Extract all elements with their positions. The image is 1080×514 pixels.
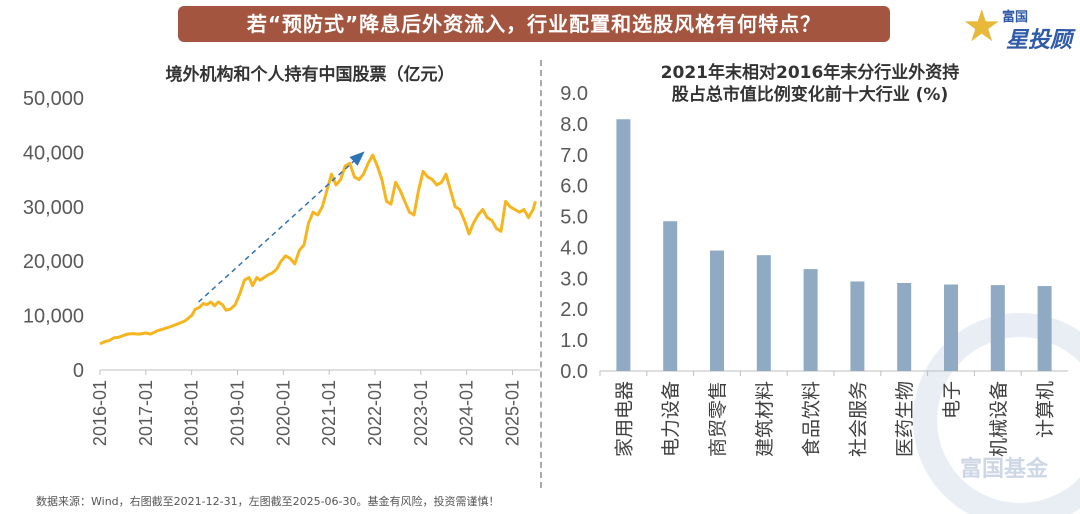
y-tick-label: 7.0 <box>560 145 588 167</box>
y-tick-label: 50,000 <box>23 88 84 110</box>
category-label: 建筑材料 <box>754 381 776 457</box>
source-note: 数据来源：Wind，右图截至2021-12-31，左图截至2025-06-30。… <box>36 495 500 508</box>
bar <box>710 250 724 371</box>
category-label: 商贸零售 <box>707 381 729 457</box>
x-tick-label: 2024-01 <box>457 380 477 446</box>
bar <box>663 221 678 371</box>
bar-chart-title-line-1: 2021年末相对2016年末分行业外资持 <box>660 63 960 83</box>
y-tick-label: 30,000 <box>23 197 84 219</box>
category-label: 食品饮料 <box>801 381 823 457</box>
category-label: 电力设备 <box>660 381 682 457</box>
x-tick-label: 2023-01 <box>411 380 431 446</box>
bar <box>616 119 631 371</box>
line-chart-title: 境外机构和个人持有中国股票（亿元） <box>165 65 455 85</box>
y-tick-label: 8.0 <box>560 114 588 136</box>
x-tick-label: 2020-01 <box>273 380 293 446</box>
y-tick-label: 1.0 <box>560 330 588 352</box>
y-tick-label: 2.0 <box>560 299 588 321</box>
x-tick-label: 2018-01 <box>182 380 202 446</box>
x-tick-label: 2022-01 <box>365 380 385 446</box>
bar-chart-title-line-2: 股占总市值比例变化前十大行业 (%) <box>671 85 949 105</box>
bar <box>803 269 818 371</box>
chart-divider <box>540 60 542 488</box>
category-label: 家用电器 <box>613 381 635 457</box>
x-tick-label: 2019-01 <box>228 380 248 446</box>
bar-chart-title: 2021年末相对2016年末分行业外资持 股占总市值比例变化前十大行业 (%) <box>590 62 1030 106</box>
y-tick-label: 4.0 <box>560 237 588 259</box>
category-label: 电子 <box>941 381 963 419</box>
watermark-text: 富国基金 <box>960 456 1049 482</box>
header-banner: 若“预防式”降息后外资流入，行业配置和选股风格有何特点？ <box>178 6 890 42</box>
bar <box>850 281 865 371</box>
y-tick-label: 6.0 <box>560 176 588 198</box>
bar <box>944 284 958 371</box>
category-label: 医药生物 <box>894 381 916 457</box>
x-tick-label: 2017-01 <box>136 380 156 446</box>
category-label: 社会服务 <box>847 381 869 457</box>
series-line <box>99 153 537 346</box>
y-tick-label: 20,000 <box>23 251 84 273</box>
y-tick-label: 40,000 <box>23 142 84 164</box>
bar <box>990 285 1005 371</box>
bar <box>897 282 912 371</box>
x-tick-label: 2021-01 <box>319 380 339 446</box>
category-label: 计算机 <box>1035 381 1057 438</box>
bar <box>1037 286 1052 371</box>
trend-arrow <box>198 151 365 303</box>
line-chart: 0 10,000 20,000 30,000 40,000 50,000 2016-01 20… <box>23 88 540 446</box>
star-icon: ★ <box>962 1 1002 52</box>
y-tick-label: 3.0 <box>560 268 588 290</box>
y-tick-label: 9.0 <box>560 83 588 105</box>
y-tick-label: 5.0 <box>560 207 588 229</box>
brand-logo: ★ 富国 星投顾 <box>962 1 1074 54</box>
y-tick-label: 0 <box>73 360 84 382</box>
x-tick-label: 2016-01 <box>90 380 110 446</box>
logo-top-text: 富国 <box>1002 10 1029 25</box>
y-tick-label: 0.0 <box>560 361 588 383</box>
bar-chart: 0.0 1.0 2.0 3.0 4.0 5.0 6.0 7.0 8.0 9.0 家用电器 电力设备 商贸… <box>560 83 1068 457</box>
y-tick-label: 10,000 <box>23 306 84 328</box>
x-tick-label: 2025-01 <box>503 380 523 446</box>
category-label: 机械设备 <box>988 381 1010 457</box>
logo-bottom-text: 星投顾 <box>1006 28 1073 53</box>
watermark-logo: 富国基金 <box>913 313 1080 514</box>
bar <box>756 255 771 371</box>
